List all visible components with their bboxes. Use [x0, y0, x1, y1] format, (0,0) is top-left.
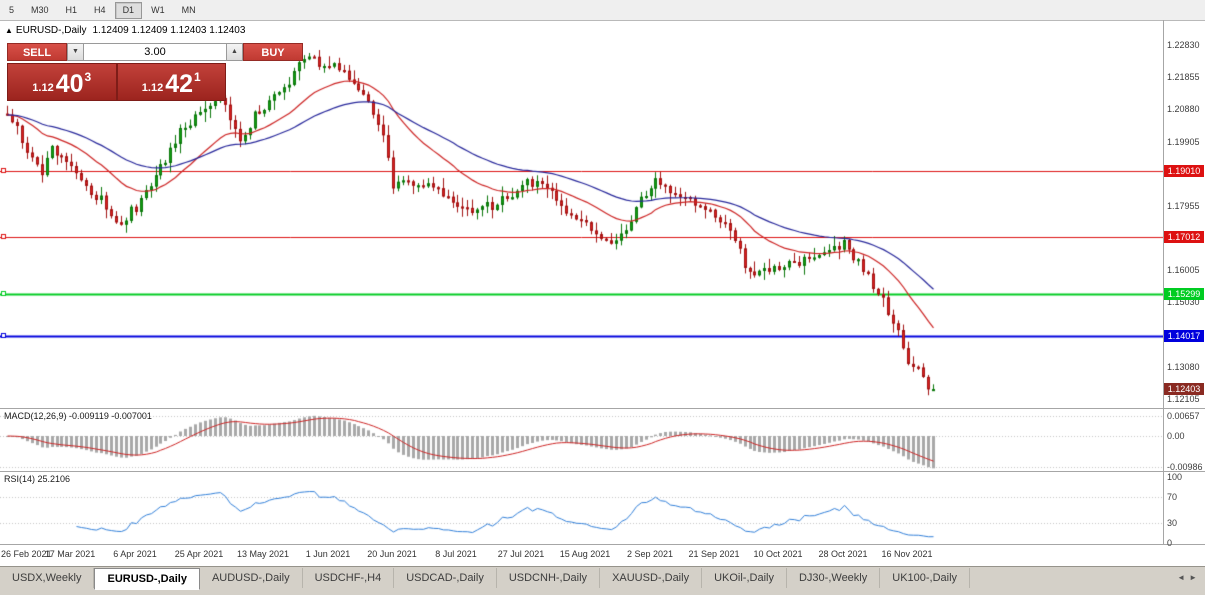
rsi-indicator-label: RSI(14) 25.2106 [4, 474, 71, 484]
rsi-canvas[interactable] [0, 472, 1163, 544]
one-click-toggle-icon[interactable]: ▲ [5, 26, 13, 35]
tabs-scroll-arrows[interactable]: ◄► [1177, 573, 1201, 582]
timeframe-button-h4[interactable]: H4 [94, 5, 106, 15]
hline-price-label: 1.15299 [1164, 288, 1204, 300]
timeframe-button-w1[interactable]: W1 [151, 5, 165, 15]
buy-price-button[interactable]: 1.12 42 1 [116, 63, 226, 101]
axis-price-label: 1.12105 [1167, 394, 1200, 404]
timeline-date-label: 26 Feb 2021 [1, 549, 52, 559]
timeframe-toolbar: 5 M30 H1 H4 D1 W1 MN [0, 0, 1205, 21]
chart-ohlc-values: 1.12409 1.12409 1.12403 1.12403 [92, 25, 246, 36]
timeline-date-label: 16 Nov 2021 [881, 549, 933, 559]
chart-tab-usdx-weekly[interactable]: USDX,Weekly [0, 568, 95, 588]
axis-price-label: 1.15030 [1167, 297, 1200, 307]
axis-price-label: 1.13080 [1167, 362, 1200, 372]
axis-price-label: 1.17955 [1167, 201, 1200, 211]
chart-symbol-label: EURUSD-,Daily [15, 25, 87, 36]
one-click-trade-panel: SELL ▼ ▲ BUY 1.12 40 3 1.12 42 1 [7, 43, 303, 101]
rsi-axis-label: 70 [1167, 492, 1178, 502]
hline-price-label: 1.19010 [1164, 165, 1204, 177]
macd-indicator-label: MACD(12,26,9) -0.009119 -0.007001 [4, 411, 152, 421]
timeline-date-label: 27 Jul 2021 [497, 549, 545, 559]
sell-price-button[interactable]: 1.12 40 3 [7, 63, 117, 101]
axis-price-label: 1.16005 [1167, 265, 1200, 275]
rsi-axis-label: 30 [1167, 518, 1178, 528]
timeline-date-label: 15 Aug 2021 [559, 549, 611, 559]
timeline-date-label: 10 Oct 2021 [753, 549, 803, 559]
axis-price-label: 1.21855 [1167, 72, 1200, 82]
chart-title: ▲ EURUSD-,Daily 1.12409 1.12409 1.12403 1.… [5, 25, 245, 36]
sell-price-prefix: 1.12 [32, 82, 54, 94]
price-axis[interactable]: 1.228301.218551.208801.199051.189301.179… [1164, 20, 1205, 565]
macd-axis-label: -0.00986 [1167, 462, 1203, 472]
chart-tab-eurusd-daily[interactable]: EURUSD-,Daily [94, 568, 200, 590]
timeframe-button-mn[interactable]: MN [181, 5, 196, 15]
chart-tab-audusd-daily[interactable]: AUDUSD-,Daily [200, 568, 303, 588]
hline-price-label: 1.14017 [1164, 330, 1204, 342]
separator-rsi-timeline [0, 544, 1205, 545]
chart-tab-dj30-weekly[interactable]: DJ30-,Weekly [787, 568, 881, 588]
current-price-label: 1.12403 [1164, 383, 1204, 395]
buy-price-pip: 1 [194, 70, 201, 84]
chart-tab-usdcnh-daily[interactable]: USDCNH-,Daily [497, 568, 601, 588]
timeline-date-label: 20 Jun 2021 [367, 549, 417, 559]
macd-canvas[interactable] [0, 409, 1163, 471]
volume-increase-button[interactable]: ▲ [226, 43, 243, 61]
sell-button[interactable]: SELL [7, 43, 67, 61]
volume-input[interactable] [84, 43, 226, 61]
timeframe-button-h1[interactable]: H1 [65, 5, 78, 15]
timeframe-button-m30[interactable]: M30 [31, 5, 49, 15]
chart-tab-uk100-daily[interactable]: UK100-,Daily [880, 568, 971, 588]
separator-main-macd[interactable] [0, 408, 1205, 409]
buy-button[interactable]: BUY [243, 43, 303, 61]
hline-price-label: 1.17012 [1164, 231, 1204, 243]
volume-decrease-button[interactable]: ▼ [67, 43, 84, 61]
timeframe-button-d1[interactable]: D1 [114, 2, 143, 19]
timeline-date-label: 8 Jul 2021 [435, 549, 477, 559]
rsi-axis-label: 100 [1167, 472, 1183, 482]
timeline-date-label: 17 Mar 2021 [44, 549, 96, 559]
timeline-date-label: 28 Oct 2021 [818, 549, 868, 559]
price-axis-border [1163, 20, 1164, 545]
axis-price-label: 1.22830 [1167, 40, 1200, 50]
tabs-scroll-right-icon[interactable]: ► [1189, 573, 1201, 582]
timeline-date-label: 13 May 2021 [236, 549, 290, 559]
sell-price-pip: 3 [84, 70, 92, 84]
timeline-date-label: 6 Apr 2021 [113, 549, 157, 559]
sell-price-big: 40 [55, 70, 84, 98]
timeline-date-label: 1 Jun 2021 [305, 549, 351, 559]
timeline-date-label: 21 Sep 2021 [688, 549, 740, 559]
axis-price-label: 1.19905 [1167, 137, 1200, 147]
time-axis[interactable]: 26 Feb 2021 17 Mar 2021 6 Apr 2021 25 Apr 2… [0, 545, 1163, 565]
separator-macd-rsi[interactable] [0, 471, 1205, 472]
chart-tab-usdchf-h4[interactable]: USDCHF-,H4 [303, 568, 395, 588]
macd-axis-label: 0.00657 [1167, 411, 1200, 421]
timeframe-button-5[interactable]: 5 [9, 5, 15, 15]
rsi-axis-label: 0 [1167, 538, 1173, 548]
buy-price-prefix: 1.12 [141, 82, 164, 94]
tabs-scroll-left-icon[interactable]: ◄ [1177, 573, 1190, 582]
chart-tab-xauusd-daily[interactable]: XAUUSD-,Daily [600, 568, 703, 588]
buy-price-big: 42 [165, 70, 194, 98]
timeline-date-label: 25 Apr 2021 [174, 549, 224, 559]
chart-tabs-bar: USDX,Weekly EURUSD-,Daily AUDUSD-,Daily USD… [0, 566, 1205, 595]
axis-price-label: 1.20880 [1167, 104, 1200, 114]
macd-axis-label: 0.00 [1167, 431, 1185, 441]
chart-tab-usdcad-daily[interactable]: USDCAD-,Daily [394, 568, 497, 588]
timeline-date-label: 2 Sep 2021 [626, 549, 674, 559]
chart-tab-ukoil-daily[interactable]: UKOil-,Daily [702, 568, 787, 588]
